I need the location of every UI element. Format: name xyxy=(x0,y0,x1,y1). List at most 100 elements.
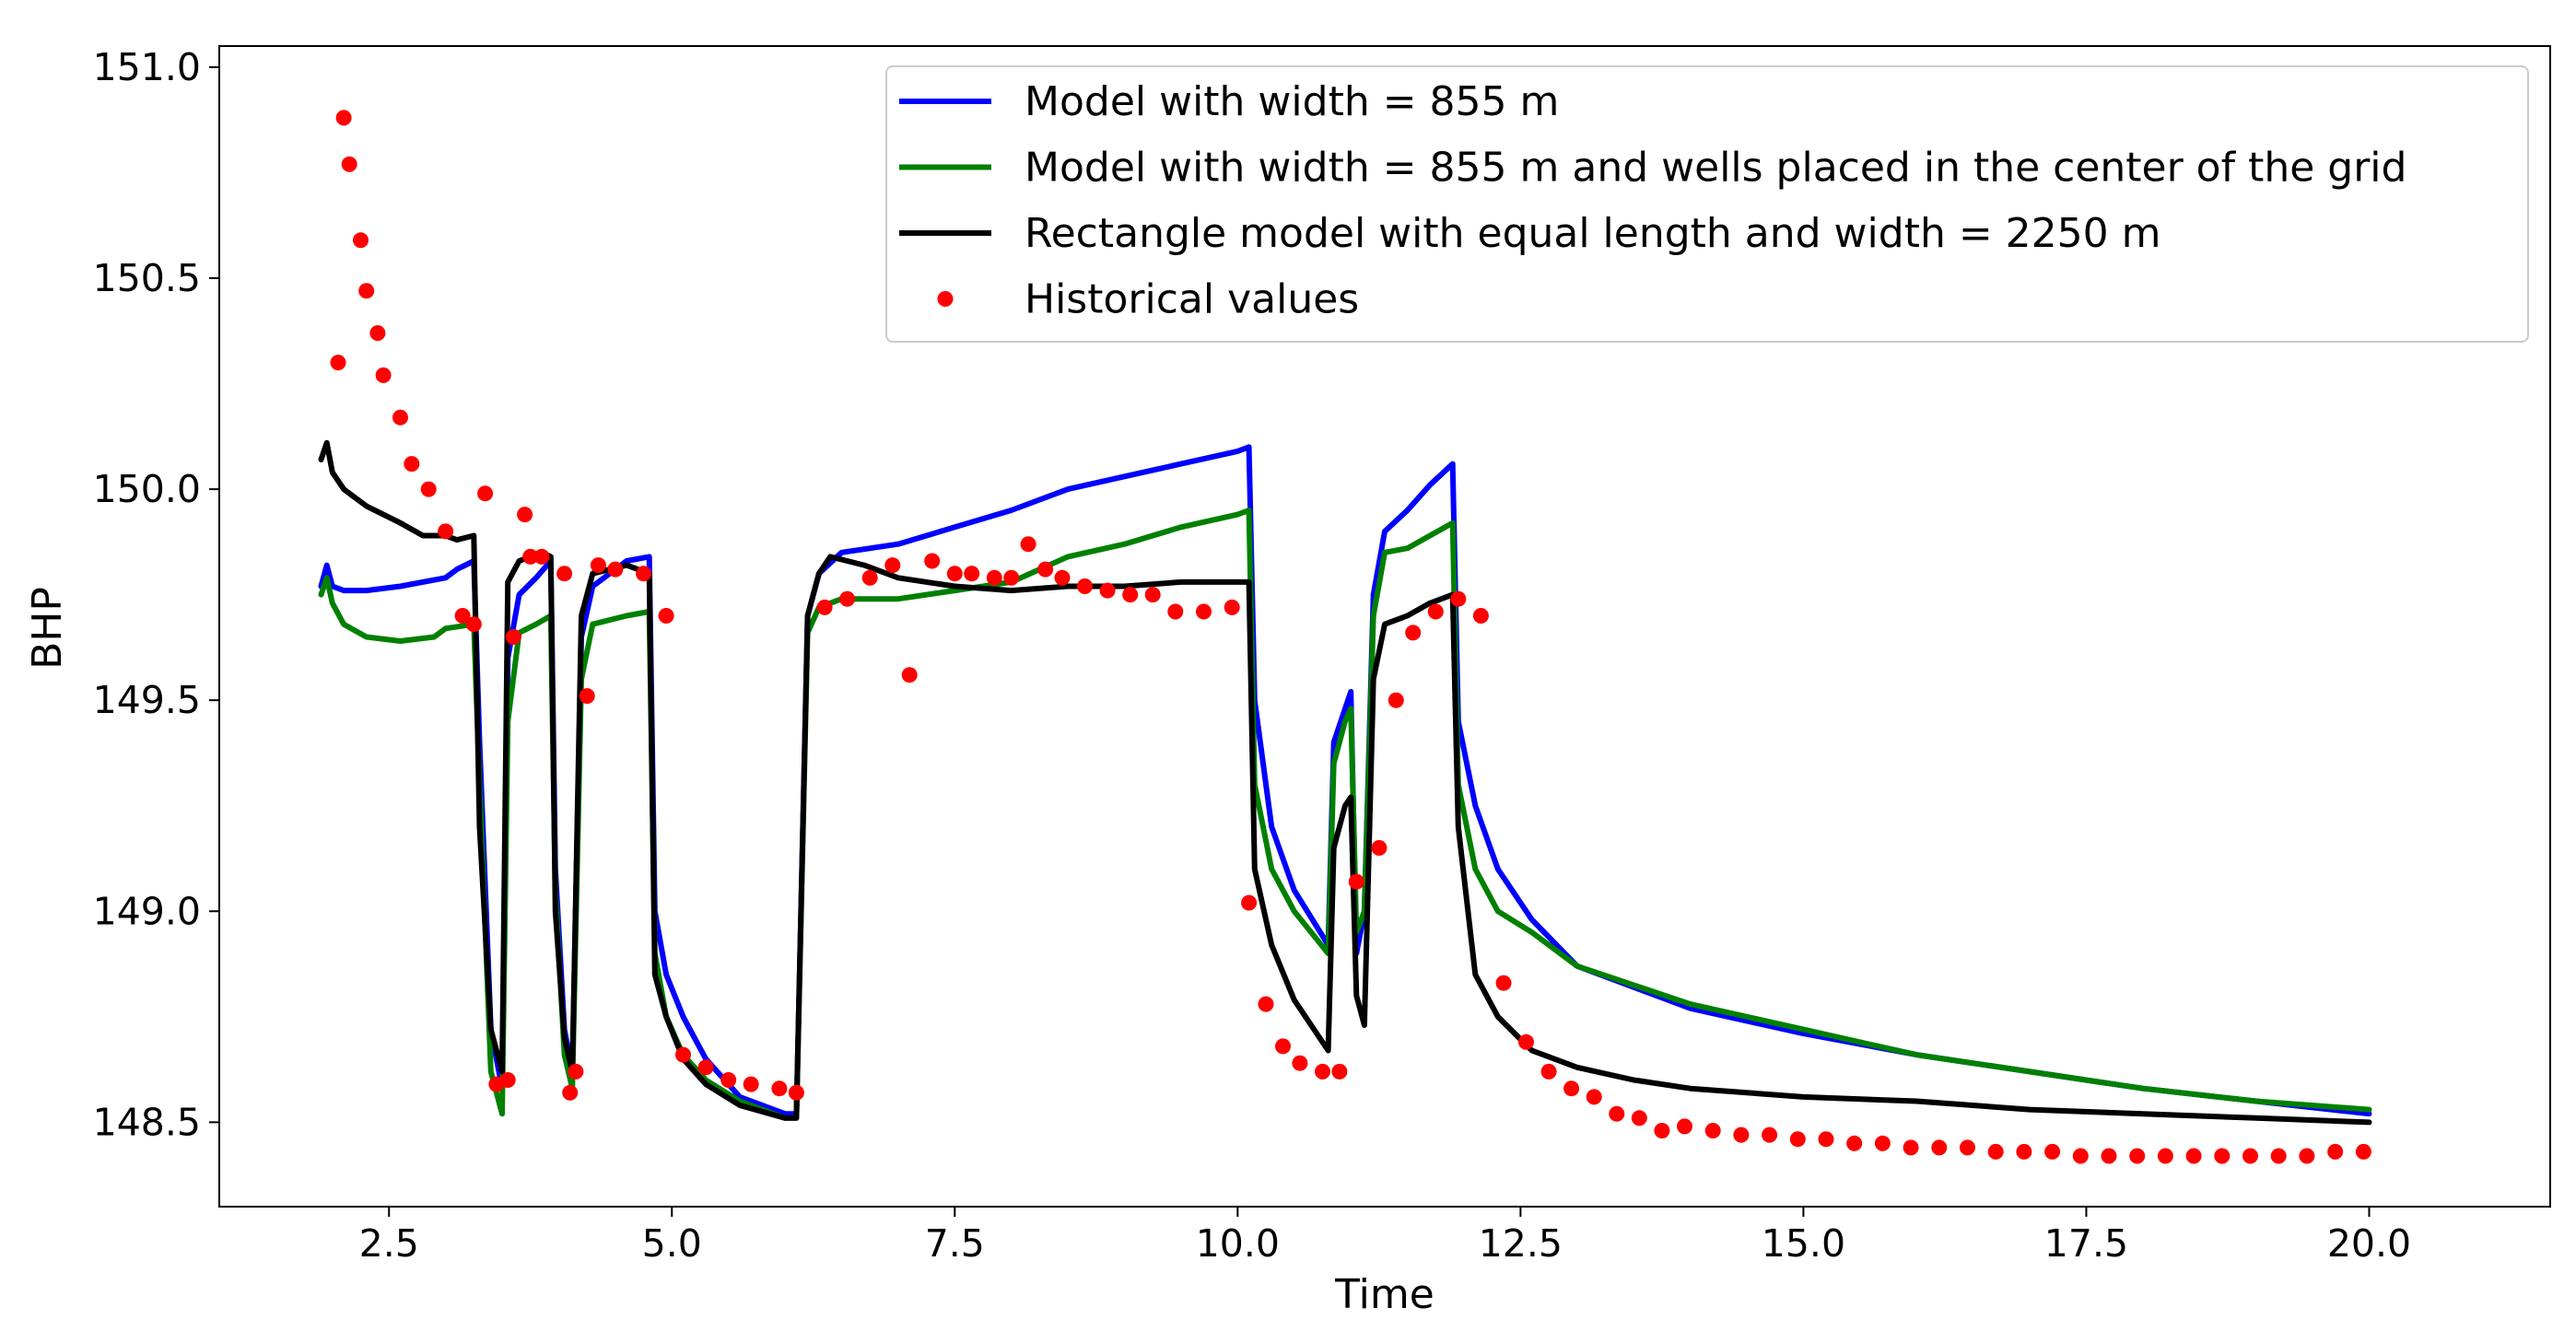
historical-point xyxy=(1224,599,1240,615)
historical-point xyxy=(1388,692,1404,708)
x-tick-label: 17.5 xyxy=(2044,1221,2128,1266)
historical-point xyxy=(454,608,471,624)
historical-point xyxy=(986,569,1002,586)
historical-point xyxy=(607,561,624,578)
historical-point xyxy=(946,566,963,582)
historical-point xyxy=(1054,569,1071,586)
historical-point xyxy=(1960,1139,1975,1156)
x-tick-label: 5.0 xyxy=(642,1221,702,1266)
x-tick-label: 20.0 xyxy=(2327,1221,2411,1266)
historical-point xyxy=(438,523,454,540)
historical-point xyxy=(2327,1143,2344,1160)
historical-point xyxy=(839,590,856,607)
historical-point xyxy=(369,325,386,342)
historical-point xyxy=(2072,1148,2089,1164)
historical-point xyxy=(788,1084,804,1101)
historical-point xyxy=(771,1080,788,1097)
legend-marker-swatch xyxy=(937,291,954,307)
historical-point xyxy=(1258,996,1274,1012)
historical-point xyxy=(1450,590,1467,607)
historical-point xyxy=(477,485,494,502)
y-axis-label: BHP xyxy=(24,587,71,670)
ticks-layer: 2.5 5.0 7.5 10.0 12.5 15.0 17.5 20.0 148.5 149.0 1… xyxy=(93,45,2412,1266)
historical-point xyxy=(1241,894,1258,911)
historical-point xyxy=(1931,1139,1948,1156)
historical-point xyxy=(636,566,652,582)
historical-point xyxy=(1609,1105,1625,1122)
historical-point xyxy=(533,548,550,565)
historical-point xyxy=(1874,1135,1891,1151)
legend: Model with width = 855 m Model with width… xyxy=(885,65,2529,343)
historical-point xyxy=(1677,1118,1692,1135)
historical-point xyxy=(1427,603,1444,620)
historical-point xyxy=(2129,1148,2146,1164)
historical-point xyxy=(1586,1089,1602,1105)
historical-point xyxy=(579,688,595,705)
historical-point xyxy=(697,1059,714,1076)
historical-point xyxy=(353,232,369,249)
historical-point xyxy=(2185,1148,2202,1164)
historical-point xyxy=(465,616,482,633)
historical-point xyxy=(556,566,573,582)
historical-point xyxy=(1122,587,1139,603)
historical-point xyxy=(2016,1143,2032,1160)
historical-point xyxy=(2242,1148,2258,1164)
x-tick-label: 15.0 xyxy=(1762,1221,1845,1266)
legend-entries: Model with width = 855 m Model with width… xyxy=(899,78,2406,323)
historical-point xyxy=(505,629,521,645)
historical-point xyxy=(1495,975,1512,991)
historical-point xyxy=(2157,1148,2173,1164)
historical-point xyxy=(743,1076,759,1092)
x-tick-label: 2.5 xyxy=(359,1221,419,1266)
historical-point xyxy=(499,1072,516,1088)
historical-point xyxy=(1987,1143,2004,1160)
x-axis-label: Time xyxy=(1334,1271,1434,1318)
legend-label: Rectangle model with equal length and wi… xyxy=(1025,210,2161,257)
historical-point xyxy=(675,1046,691,1063)
historical-point xyxy=(1099,582,1116,599)
historical-point xyxy=(1405,625,1422,641)
historical-point xyxy=(1037,561,1054,578)
legend-label: Model with width = 855 m xyxy=(1025,78,1559,125)
historical-point xyxy=(1003,569,1020,586)
plot-area-frame xyxy=(218,45,2551,1208)
historical-point xyxy=(1275,1038,1291,1055)
historical-point xyxy=(404,456,420,473)
historical-point xyxy=(392,409,408,426)
y-tick-label: 149.5 xyxy=(93,678,201,722)
x-tick-label: 10.0 xyxy=(1196,1221,1280,1266)
historical-point xyxy=(1563,1080,1580,1097)
historical-point xyxy=(1196,603,1212,620)
historical-point xyxy=(1167,603,1184,620)
historical-point xyxy=(562,1084,579,1101)
historical-point xyxy=(358,283,375,299)
legend-box xyxy=(885,65,2529,343)
historical-point xyxy=(1077,578,1093,594)
historical-point xyxy=(1903,1139,1919,1156)
historical-point xyxy=(341,156,357,172)
historical-point xyxy=(330,355,346,371)
historical-point xyxy=(517,507,533,523)
historical-point xyxy=(1371,840,1388,856)
historical-point xyxy=(720,1072,737,1088)
y-tick-label: 151.0 xyxy=(93,45,201,89)
historical-point xyxy=(861,569,878,586)
historical-point xyxy=(658,608,674,624)
historical-point xyxy=(816,599,833,615)
historical-point xyxy=(1733,1127,1750,1143)
y-tick-label: 150.0 xyxy=(93,467,201,511)
y-tick-label: 149.0 xyxy=(93,889,201,933)
historical-point xyxy=(2270,1148,2287,1164)
historical-point xyxy=(590,557,606,574)
y-tick-label: 150.5 xyxy=(93,256,201,300)
historical-point xyxy=(1472,608,1489,624)
historical-point xyxy=(2214,1148,2231,1164)
historical-point xyxy=(1789,1131,1806,1148)
historical-point xyxy=(568,1063,584,1080)
historical-point xyxy=(2101,1148,2117,1164)
historical-point xyxy=(884,557,901,574)
historical-point xyxy=(1846,1135,1863,1151)
historical-point xyxy=(2299,1148,2315,1164)
historical-point xyxy=(2044,1143,2061,1160)
historical-point xyxy=(1704,1123,1721,1138)
